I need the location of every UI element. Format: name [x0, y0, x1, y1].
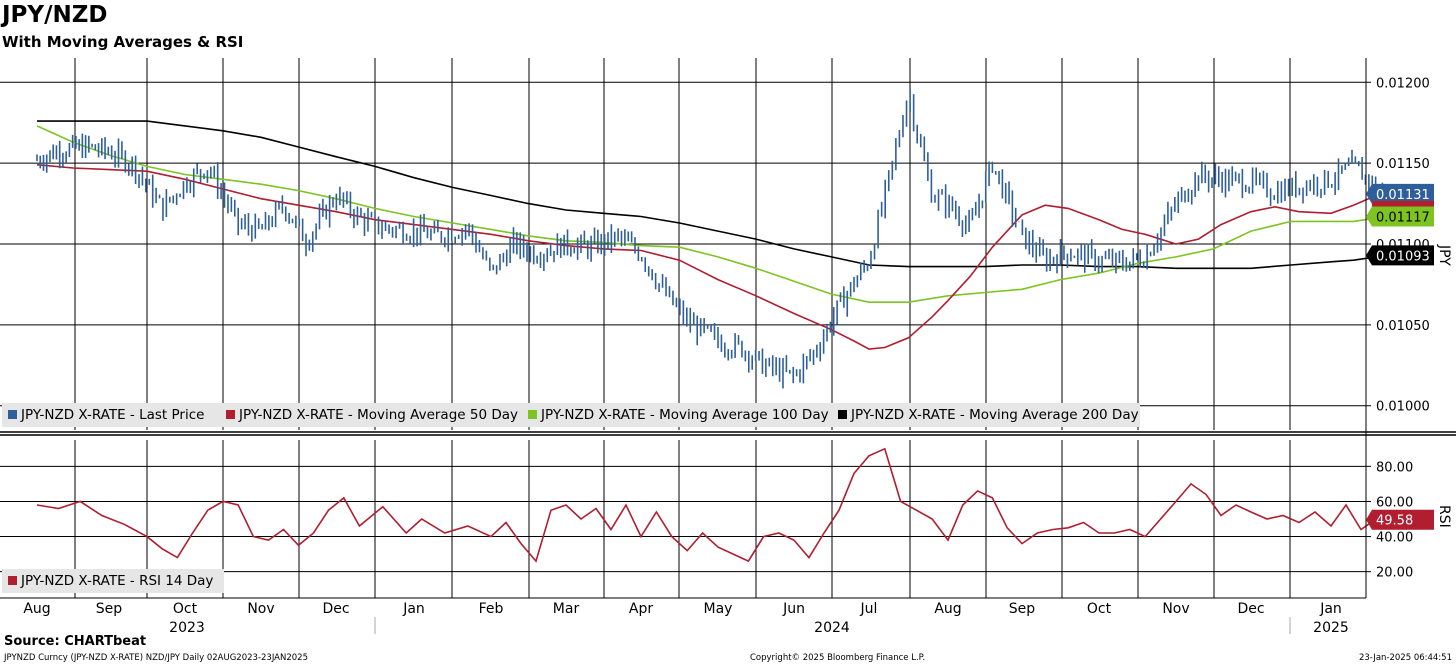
price-tick-label: 0.01200 — [1376, 76, 1430, 91]
legend-entry: JPY-NZD X-RATE - RSI 14 Day — [20, 573, 213, 589]
x-month-label: Oct — [173, 601, 198, 617]
legend-layer: JPY-NZD X-RATE - Last Price JPY-NZD X-RAT… — [2, 403, 1140, 593]
timestamp: 23-Jan-2025 06:44:51 — [1358, 653, 1452, 663]
last-value-tags: 0.01131 0.01117 0.01093 49.58 — [1366, 183, 1434, 530]
legend-swatch — [226, 410, 235, 419]
rsi-tick-label: 20.00 — [1376, 566, 1413, 581]
last-price-tag-bg — [1366, 183, 1434, 204]
rsi-tick-label: 40.00 — [1376, 531, 1413, 546]
rsi-line — [36, 447, 1384, 563]
x-month-label: Jan — [1319, 601, 1342, 617]
rsi-last-tag: 49.58 — [1376, 514, 1413, 529]
x-year-label: 2024 — [814, 620, 850, 636]
price-tick-label: 0.01150 — [1376, 157, 1430, 172]
ma200-tag: 0.01093 — [1376, 249, 1430, 264]
x-month-label: Mar — [553, 601, 580, 617]
x-month-label: Sep — [1009, 601, 1036, 617]
x-year-label: 2023 — [169, 620, 205, 636]
x-month-label: Jan — [402, 601, 425, 617]
x-month-label: Dec — [1237, 601, 1264, 617]
legend-swatch — [528, 410, 537, 419]
rsi-legend-box — [2, 569, 224, 593]
x-month-label: Sep — [96, 601, 123, 617]
rsi-tick-label: 60.00 — [1376, 495, 1413, 510]
price-legend-box — [2, 403, 1140, 427]
ma100-tag-bg — [1366, 206, 1434, 227]
legend-swatch — [8, 410, 17, 419]
legend-entry: JPY-NZD X-RATE - Moving Average 50 Day — [238, 407, 518, 423]
rsi-tick-label: 80.00 — [1376, 460, 1413, 475]
moving-average-layer — [36, 120, 1384, 350]
price-tick-label: 0.01050 — [1376, 319, 1430, 334]
legend-entry: JPY-NZD X-RATE - Last Price — [20, 407, 204, 423]
ma100-tag: 0.01117 — [1376, 211, 1430, 226]
axis-layer: 0.010000.010500.011000.011500.0120020.00… — [0, 58, 1456, 636]
legend-swatch — [8, 576, 17, 585]
x-month-label: Jun — [782, 601, 805, 617]
x-month-label: Nov — [247, 601, 274, 617]
grid-layer — [0, 58, 1366, 598]
x-month-label: Aug — [23, 601, 50, 617]
legend-entry: JPY-NZD X-RATE - Moving Average 200 Day — [850, 407, 1139, 423]
x-month-label: Aug — [934, 601, 961, 617]
legend-swatch — [838, 410, 847, 419]
source-note: Source: CHARTbeat — [4, 634, 147, 649]
x-month-label: May — [704, 601, 733, 617]
legend-entry: JPY-NZD X-RATE - Moving Average 100 Day — [540, 407, 829, 423]
price-axis-label: JPY — [1436, 244, 1452, 266]
x-month-label: Feb — [479, 601, 504, 617]
page-title: JPY/NZD — [2, 2, 108, 28]
x-month-label: Jul — [860, 601, 878, 617]
page-subtitle: With Moving Averages & RSI — [2, 33, 244, 51]
ma200-tag-bg — [1366, 245, 1434, 266]
last-price-tag: 0.01131 — [1376, 188, 1430, 203]
rsi-axis-label: RSI — [1436, 505, 1452, 528]
x-year-label: 2025 — [1313, 620, 1349, 636]
ma-line-2 — [36, 125, 1384, 303]
price-series-layer — [36, 89, 1384, 389]
copyright-note: Copyright© 2025 Bloomberg Finance L.P. — [750, 653, 926, 663]
rsi-series-layer — [36, 447, 1384, 563]
price-tick-label: 0.01000 — [1376, 400, 1430, 415]
x-month-label: Oct — [1087, 601, 1112, 617]
rsi-last-tag-bg — [1366, 509, 1434, 530]
ma-line-3 — [37, 120, 1384, 270]
x-month-label: Dec — [322, 601, 349, 617]
ma-line-1 — [36, 163, 1384, 350]
security-description: JPYNZD Curncy (JPY-NZD X-RATE) NZD/JPY D… — [4, 653, 308, 663]
x-month-label: Apr — [629, 601, 653, 617]
x-month-label: Nov — [1162, 601, 1189, 617]
